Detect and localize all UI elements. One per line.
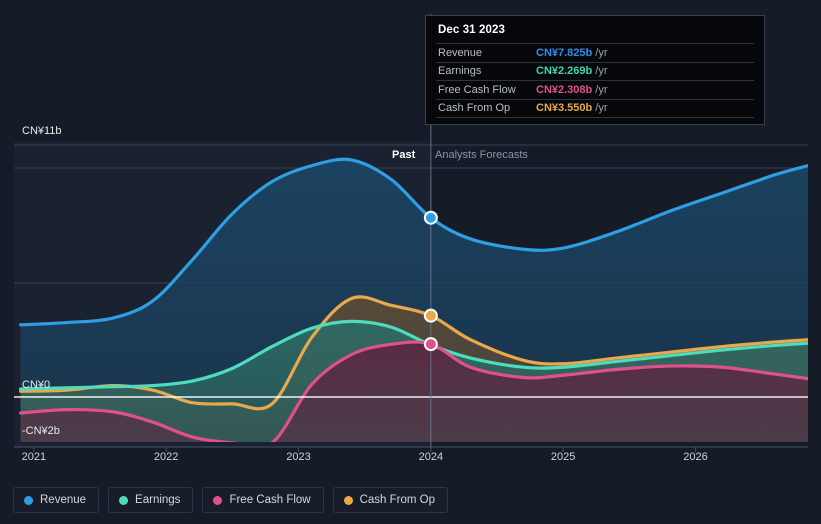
legend-item-label: Cash From Op xyxy=(359,494,436,506)
tooltip-row-unit: /yr xyxy=(595,102,608,115)
tooltip-row: Revenue CN¥7.825b/yr xyxy=(436,43,754,62)
line-earnings[interactable] xyxy=(19,319,808,391)
x-axis-label-2024: 2024 xyxy=(418,451,444,463)
line-free-cash-flow[interactable] xyxy=(19,340,808,447)
legend-color-dot-icon xyxy=(119,495,129,505)
tooltip-row-label: Revenue xyxy=(438,46,483,59)
marker-free-cash-flow[interactable] xyxy=(423,337,438,352)
series-group[interactable] xyxy=(19,157,808,447)
x-axis-label-2025: 2025 xyxy=(550,451,576,463)
tooltip-row: Cash From Op CN¥3.550b/yr xyxy=(436,98,754,118)
tooltip-rows: Revenue CN¥7.825b/yr Earnings CN¥2.269b/yr F… xyxy=(436,43,754,118)
x-axis-label-2021: 2021 xyxy=(21,451,47,463)
legend-item-cash-from-op[interactable]: Cash From Op xyxy=(332,487,449,513)
legend-item-free-cash-flow[interactable]: Free Cash Flow xyxy=(202,487,324,513)
tooltip-row: Earnings CN¥2.269b/yr xyxy=(436,61,754,81)
legend-item-label: Revenue xyxy=(40,494,87,506)
y-axis-label-min: -CN¥2b xyxy=(22,425,60,437)
y-axis-label-max: CN¥11b xyxy=(22,125,62,137)
legend-item-earnings[interactable]: Earnings xyxy=(108,487,194,513)
x-axis-label-2026: 2026 xyxy=(683,451,708,463)
marker-cash-from-op[interactable] xyxy=(423,308,438,323)
tooltip-row-value: CN¥2.269b xyxy=(536,65,593,78)
area-free-cash-flow[interactable] xyxy=(20,342,808,447)
line-revenue[interactable] xyxy=(19,157,808,327)
tooltip-row-unit: /yr xyxy=(595,65,608,78)
legend-color-dot-icon xyxy=(24,495,33,505)
y-axis-label-zero: CN¥0 xyxy=(22,379,51,391)
tooltip-title: Dec 31 2023 xyxy=(438,24,505,36)
legend-item-label: Earnings xyxy=(135,494,181,506)
legend-item-label: Free Cash Flow xyxy=(229,494,311,506)
tooltip-row-value: CN¥7.825b xyxy=(536,46,593,59)
tooltip-row: Free Cash Flow CN¥2.308b/yr xyxy=(436,80,754,99)
forecast-band-label: Analysts Forecasts xyxy=(435,149,528,161)
marker-revenue[interactable] xyxy=(423,210,438,225)
legend-color-dot-icon xyxy=(343,495,353,505)
x-axis-label-2022: 2022 xyxy=(153,451,179,463)
tooltip-row-value: CN¥2.308b xyxy=(536,83,593,96)
tooltip-row-label: Free Cash Flow xyxy=(438,83,516,96)
x-axis-label-2023: 2023 xyxy=(286,451,311,463)
past-band-label: Past xyxy=(392,149,416,161)
tooltip-row-unit: /yr xyxy=(595,46,608,59)
tooltip-row-label: Earnings xyxy=(438,65,482,78)
tooltip-row-label: Cash From Op xyxy=(438,102,511,115)
data-tooltip: Dec 31 2023 Revenue CN¥7.825b/yr Earnings C… xyxy=(425,15,765,125)
legend-color-dot-icon xyxy=(213,495,223,505)
tooltip-row-unit: /yr xyxy=(595,83,608,96)
chart-legend: Revenue Earnings Free Cash Flow Cash From O… xyxy=(13,487,449,513)
legend-item-revenue[interactable]: Revenue xyxy=(13,487,100,513)
tooltip-row-value: CN¥3.550b xyxy=(536,102,593,115)
line-cash-from-op[interactable] xyxy=(19,295,808,411)
